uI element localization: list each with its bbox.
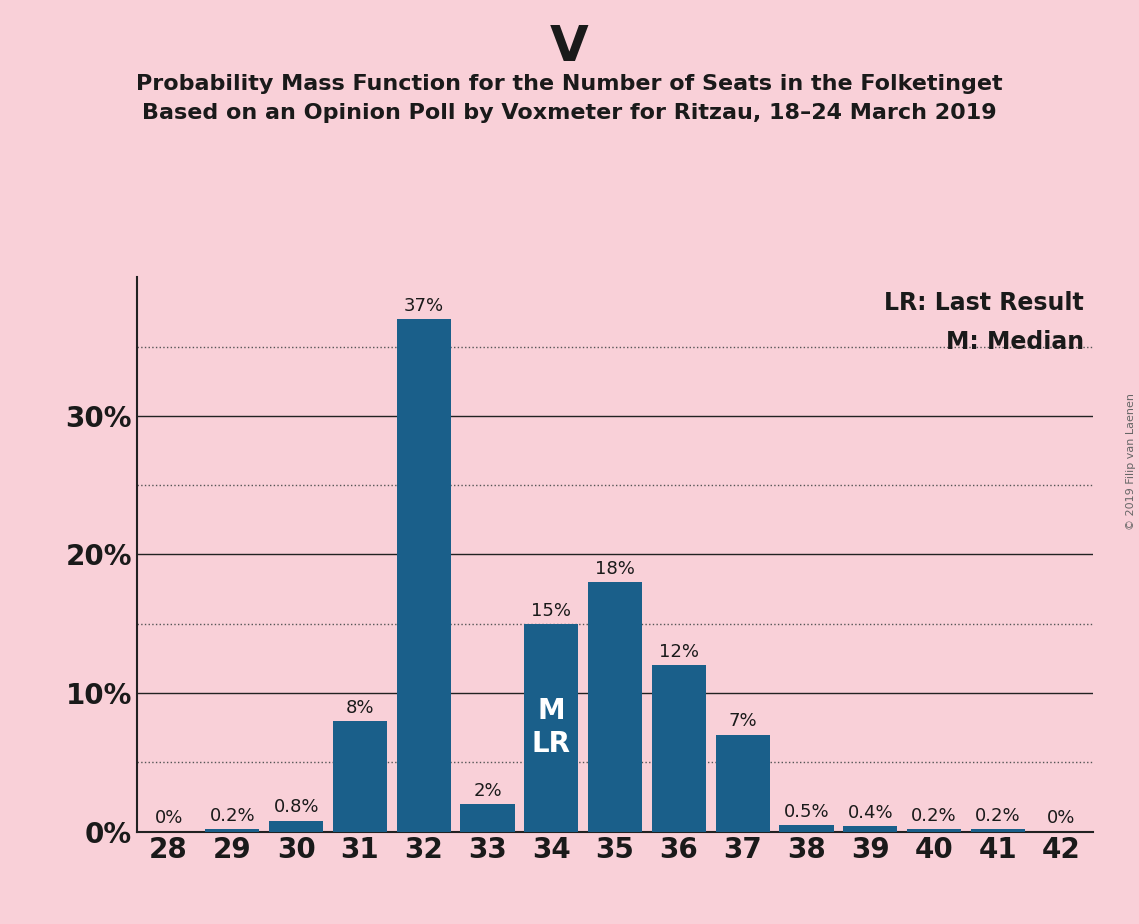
Bar bbox=[652, 665, 706, 832]
Text: 0.5%: 0.5% bbox=[784, 803, 829, 821]
Text: 0%: 0% bbox=[1048, 809, 1075, 828]
Text: 2%: 2% bbox=[473, 782, 502, 799]
Text: 15%: 15% bbox=[531, 602, 572, 620]
Bar bbox=[396, 319, 451, 832]
Bar bbox=[970, 829, 1025, 832]
Bar bbox=[843, 826, 898, 832]
Text: 7%: 7% bbox=[728, 712, 757, 730]
Text: © 2019 Filip van Laenen: © 2019 Filip van Laenen bbox=[1125, 394, 1136, 530]
Text: 0.8%: 0.8% bbox=[273, 798, 319, 817]
Text: 12%: 12% bbox=[658, 643, 699, 662]
Bar bbox=[907, 829, 961, 832]
Bar bbox=[779, 824, 834, 832]
Bar bbox=[269, 821, 323, 832]
Text: 8%: 8% bbox=[345, 699, 375, 717]
Bar bbox=[524, 624, 579, 832]
Bar bbox=[205, 829, 260, 832]
Text: 0%: 0% bbox=[155, 809, 182, 828]
Bar bbox=[588, 582, 642, 832]
Text: 0.4%: 0.4% bbox=[847, 804, 893, 822]
Bar bbox=[715, 735, 770, 832]
Text: M: Median: M: Median bbox=[945, 330, 1084, 354]
Text: M
LR: M LR bbox=[532, 698, 571, 758]
Text: LR: Last Result: LR: Last Result bbox=[884, 291, 1084, 315]
Text: 0.2%: 0.2% bbox=[911, 807, 957, 824]
Text: 0.2%: 0.2% bbox=[210, 807, 255, 824]
Text: Based on an Opinion Poll by Voxmeter for Ritzau, 18–24 March 2019: Based on an Opinion Poll by Voxmeter for… bbox=[142, 103, 997, 124]
Bar bbox=[460, 804, 515, 832]
Text: 0.2%: 0.2% bbox=[975, 807, 1021, 824]
Text: V: V bbox=[550, 23, 589, 71]
Text: 37%: 37% bbox=[403, 297, 444, 314]
Text: Probability Mass Function for the Number of Seats in the Folketinget: Probability Mass Function for the Number… bbox=[137, 74, 1002, 94]
Text: 18%: 18% bbox=[595, 560, 636, 578]
Bar bbox=[333, 721, 387, 832]
